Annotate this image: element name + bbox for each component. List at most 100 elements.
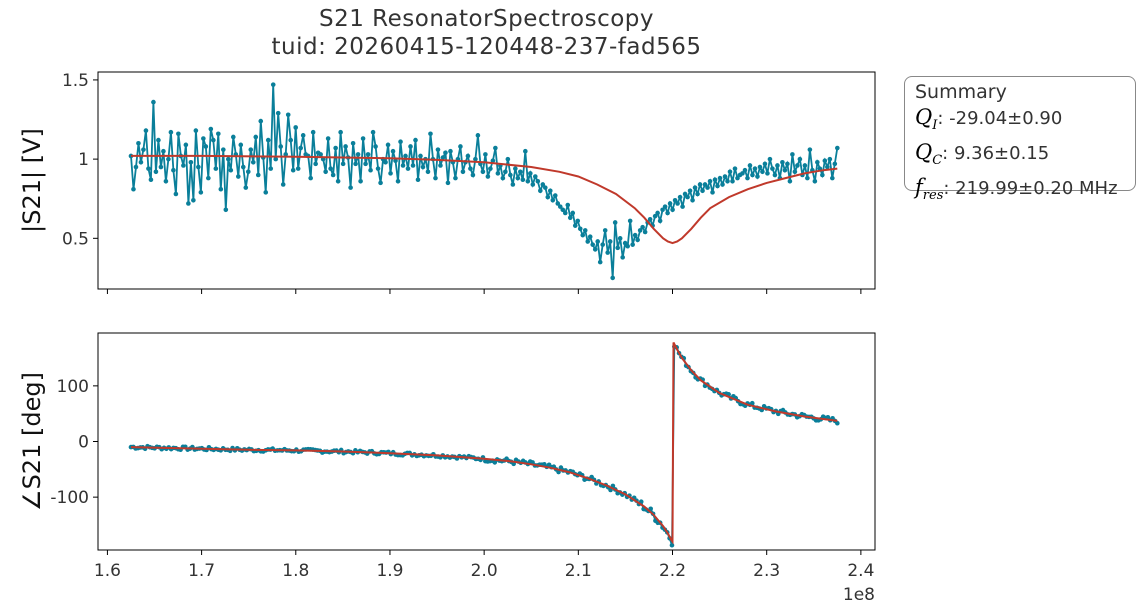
data-point [685, 194, 690, 200]
phase-panel: -100 0 100 1.6 1.7 1.8 1.9 2.0 2.1 2.2 2.3 2.4 1e8 ∠S… [18, 332, 876, 605]
data-point [435, 147, 441, 152]
data-point [570, 210, 576, 216]
data-point [368, 167, 373, 173]
summary-legend: Summary QI: -29.04±0.90 QC: 9.36±0.15 fr… [904, 76, 1136, 204]
data-point [485, 174, 491, 179]
data-point [757, 164, 763, 170]
data-point [790, 152, 795, 157]
data-point [438, 163, 443, 168]
data-point [707, 178, 713, 184]
data-point [565, 202, 571, 208]
data-point [338, 129, 343, 135]
summary-row-fres: fres: 219.99±0.20 MHz [915, 174, 1125, 209]
data-point [727, 169, 733, 175]
data-point [348, 185, 353, 190]
data-point [513, 166, 518, 171]
data-point [765, 171, 770, 176]
data-point [592, 247, 598, 252]
data-point [181, 163, 186, 168]
x-offset-label: 1e8 [843, 585, 875, 605]
data-point [153, 169, 159, 175]
summary-symbol-qi: QI [915, 105, 938, 134]
data-point [792, 169, 798, 175]
data-point [665, 210, 670, 216]
data-point [710, 190, 715, 195]
data-point [275, 110, 281, 116]
data-point [677, 194, 683, 200]
data-point [480, 169, 486, 175]
data-point [146, 166, 151, 171]
data-point [418, 153, 423, 159]
x-tick-label: 1.7 [188, 561, 215, 581]
data-point [475, 133, 481, 138]
data-point [520, 177, 526, 183]
data-point [835, 420, 840, 426]
data-point [370, 129, 376, 135]
data-point [590, 242, 596, 247]
data-point [640, 224, 645, 230]
y-tick-label: 0.5 [62, 229, 89, 249]
data-point [488, 166, 493, 171]
data-point [278, 144, 284, 149]
data-point [662, 204, 668, 209]
chart-title-line1: S21 ResonatorSpectroscopy [319, 6, 654, 32]
data-point [166, 156, 171, 162]
x-tick-label: 2.3 [753, 561, 780, 581]
fit-line [131, 154, 838, 245]
data-point [503, 169, 508, 175]
data-point [542, 185, 548, 190]
data-point [610, 275, 615, 281]
data-point [775, 163, 780, 168]
data-point [572, 223, 578, 228]
data-point [495, 171, 501, 176]
data-point [780, 159, 785, 165]
data-point [433, 175, 438, 181]
data-point [669, 542, 675, 548]
data-point [398, 139, 403, 144]
data-point [825, 164, 830, 170]
data-point [350, 140, 356, 146]
summary-symbol-fres: fres [915, 175, 944, 204]
data-point [318, 152, 323, 157]
data-point [630, 242, 635, 247]
data-point [580, 232, 586, 238]
data-point [458, 144, 463, 149]
data-point [373, 144, 378, 149]
data-point [325, 136, 331, 141]
data-point [832, 161, 838, 167]
data-point [403, 153, 408, 159]
data-point [293, 125, 298, 130]
data-point [667, 201, 673, 206]
data-point [141, 147, 146, 152]
data-point [652, 213, 658, 219]
data-point [410, 163, 416, 168]
data-point [131, 186, 136, 192]
chart-title-line2: tuid: 20260415-120448-237-fad565 [271, 34, 702, 60]
data-point [443, 150, 448, 156]
data-point [328, 166, 333, 171]
x-tick-label: 2.1 [565, 561, 592, 581]
data-point [612, 220, 618, 225]
data-point [555, 201, 561, 206]
data-point [528, 171, 533, 176]
data-point [198, 190, 204, 195]
data-point [335, 178, 341, 184]
data-point [523, 148, 528, 154]
data-point [515, 175, 521, 181]
y-tick-label: 1.5 [62, 71, 89, 91]
y-tick-label: -100 [50, 488, 89, 508]
data-point [747, 163, 753, 168]
data-point [782, 167, 788, 173]
data-point [188, 159, 194, 165]
data-point [298, 145, 303, 151]
data-point [173, 191, 179, 197]
data-point [547, 188, 553, 194]
data-point [540, 182, 546, 187]
data-point [642, 229, 648, 235]
data-point [760, 169, 765, 175]
data-point [383, 159, 388, 165]
data-point [221, 147, 226, 152]
data-line [130, 345, 838, 546]
data-point [635, 237, 640, 243]
data-point [820, 172, 825, 178]
